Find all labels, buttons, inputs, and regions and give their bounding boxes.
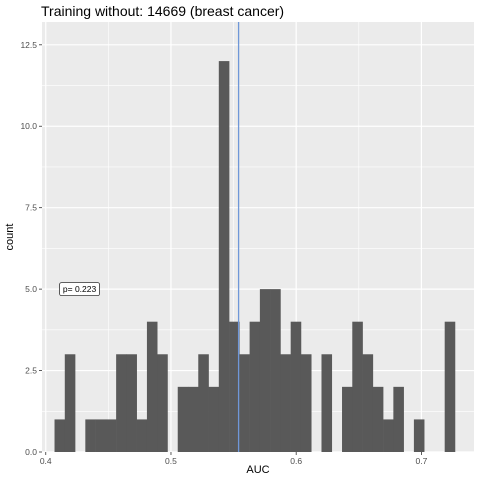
x-axis: 0.4 0.5 0.6 0.7: [40, 452, 428, 466]
y-tick-label: 2.5: [25, 366, 37, 376]
x-tick-label: 0.5: [165, 456, 177, 466]
histogram-bars: [54, 61, 456, 452]
p-value-annotation: p= 0.223: [59, 282, 100, 297]
histogram-bar: [95, 419, 107, 452]
histogram-bar: [372, 386, 384, 452]
histogram-bar: [290, 321, 302, 452]
y-tick-label: 7.5: [25, 203, 37, 213]
x-tick-label: 0.7: [415, 456, 427, 466]
chart-title: Training without: 14669 (breast cancer): [41, 3, 284, 19]
y-axis: 0.0 2.5 5.0 7.5 10.0 12.5: [20, 40, 42, 457]
histogram-bar: [136, 419, 148, 452]
y-tick-label: 5.0: [25, 284, 37, 294]
histogram-bar: [229, 321, 240, 452]
histogram-bar: [208, 386, 220, 452]
histogram-bar: [444, 321, 456, 452]
histogram-bar: [259, 289, 271, 452]
y-tick-label: 10.0: [20, 121, 37, 131]
histogram-bar: [270, 289, 281, 452]
histogram-bar: [321, 354, 333, 452]
y-axis-title: count: [4, 224, 16, 251]
histogram-bar: [383, 419, 394, 452]
x-tick-label: 0.6: [290, 456, 302, 466]
histogram-bar: [146, 321, 158, 452]
histogram-bar: [126, 354, 137, 452]
histogram-bar: [280, 354, 291, 452]
histogram-bar: [352, 321, 363, 452]
histogram-bar: [362, 354, 374, 452]
histogram-bar: [413, 419, 425, 452]
x-tick-label: 0.4: [40, 456, 52, 466]
histogram-bar: [116, 354, 127, 452]
histogram-bar: [105, 419, 117, 452]
histogram-bar: [393, 386, 404, 452]
annotation-text: p= 0.223: [63, 284, 97, 294]
histogram-bar: [239, 354, 250, 452]
minor-gridlines: [42, 22, 474, 452]
histogram-bar: [177, 386, 189, 452]
y-tick-label: 12.5: [20, 40, 37, 50]
histogram-bar: [198, 354, 209, 452]
histogram-bar: [342, 386, 353, 452]
histogram-bar: [300, 354, 312, 452]
histogram-bar: [249, 321, 261, 452]
annotation-box: [59, 282, 100, 297]
y-tick-label: 0.0: [25, 447, 37, 457]
histogram-bar: [64, 354, 76, 452]
histogram-bar: [218, 61, 230, 452]
histogram-bar: [85, 419, 96, 452]
x-axis-title: AUC: [246, 464, 269, 476]
histogram-bar: [54, 419, 66, 452]
histogram-bar: [157, 354, 168, 452]
histogram-bar: [188, 386, 199, 452]
